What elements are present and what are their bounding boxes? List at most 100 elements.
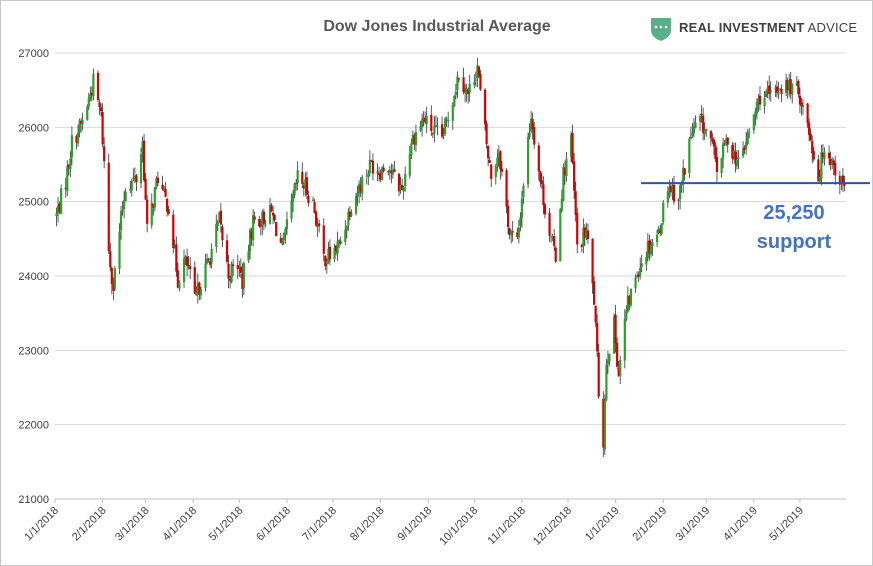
candle-body xyxy=(259,224,262,227)
candle-body xyxy=(769,90,772,93)
candle-body xyxy=(420,119,424,128)
candle-body xyxy=(107,162,110,251)
candle-body xyxy=(368,160,371,174)
candle-body xyxy=(315,211,318,226)
candle-body xyxy=(199,289,203,296)
candle-body xyxy=(655,234,659,243)
candle-body xyxy=(574,191,577,215)
candle-body xyxy=(511,231,514,233)
candle-body xyxy=(370,160,373,162)
candle-body xyxy=(462,77,465,93)
candle-body xyxy=(705,129,708,131)
candle-body xyxy=(806,103,809,124)
candle-body xyxy=(743,147,746,150)
candle-body xyxy=(457,78,461,80)
candle-body xyxy=(548,212,551,236)
candle-body xyxy=(205,258,209,264)
candle-body xyxy=(261,211,264,225)
candle-body xyxy=(60,188,63,214)
candle-body xyxy=(307,195,310,203)
candle-body xyxy=(801,104,805,108)
x-tick-label: 7/1/2018 xyxy=(300,505,339,544)
candle-body xyxy=(602,398,605,448)
brand-name-light: ADVICE xyxy=(805,20,858,35)
candle-body xyxy=(554,247,557,262)
candle-body xyxy=(175,244,178,272)
candle-body xyxy=(840,176,843,183)
candle-body xyxy=(506,205,510,228)
candle-body xyxy=(662,202,665,223)
candle-body xyxy=(616,342,619,367)
candle-body xyxy=(204,263,207,288)
candle-body xyxy=(182,258,186,283)
candle-body xyxy=(711,138,714,142)
candle-body xyxy=(422,117,425,121)
candle-body xyxy=(281,241,284,245)
candle-body xyxy=(828,152,831,159)
candle-body xyxy=(490,164,493,179)
candle-body xyxy=(454,91,457,96)
candle-body xyxy=(333,247,336,260)
candle-body xyxy=(302,185,305,189)
candle-body xyxy=(402,187,405,192)
candle-body xyxy=(531,118,534,130)
candle-body xyxy=(70,135,73,158)
candle-body xyxy=(142,140,146,181)
candle-body xyxy=(765,91,768,98)
candle-body xyxy=(173,245,176,248)
candle-body xyxy=(377,173,381,176)
candle-body xyxy=(510,231,513,236)
candle-body xyxy=(227,263,230,279)
candle-body xyxy=(734,151,737,165)
candle-body xyxy=(164,188,167,197)
candle-body xyxy=(397,173,401,192)
candle-body xyxy=(293,184,296,195)
candle-body xyxy=(800,102,803,107)
candle-body xyxy=(176,270,179,288)
candle-body xyxy=(666,191,669,203)
candle-body xyxy=(336,241,339,254)
candle-body xyxy=(347,211,350,226)
candle-body xyxy=(327,248,330,262)
candle-body xyxy=(324,255,327,267)
candle-body xyxy=(262,211,265,224)
candle-body xyxy=(573,161,576,191)
candle-body xyxy=(811,140,814,154)
candle-body xyxy=(247,251,250,261)
support-annotation-value: 25,250 xyxy=(763,202,824,224)
candle-body xyxy=(585,229,588,238)
candle-body xyxy=(831,160,834,165)
x-tick-label: 5/1/2019 xyxy=(767,505,806,544)
candle-body xyxy=(381,167,384,181)
candle-body xyxy=(798,95,802,105)
candle-body xyxy=(628,295,631,305)
candle-body xyxy=(284,228,287,235)
candle-body xyxy=(758,95,762,105)
brand-logo: REAL INVESTMENT ADVICE xyxy=(651,18,857,41)
candle-body xyxy=(252,214,255,241)
candle-body xyxy=(774,88,777,90)
candle-body xyxy=(737,157,740,159)
candle-body xyxy=(786,79,789,91)
candle-body xyxy=(150,202,153,226)
candle-body xyxy=(623,318,626,361)
candle-body xyxy=(295,183,298,185)
candle-body xyxy=(311,199,315,202)
candle-body xyxy=(626,295,629,312)
candle-body xyxy=(216,221,219,226)
y-axis-tick-labels: 21000 22000 23000 24000 25000 26000 27000 xyxy=(18,48,49,506)
candle-body xyxy=(700,113,703,115)
candle-body xyxy=(139,154,143,184)
candle-body xyxy=(519,217,522,226)
candle-body xyxy=(483,89,487,125)
candle-body xyxy=(239,266,242,273)
candle-body xyxy=(344,229,347,243)
candle-body xyxy=(576,212,579,245)
candle-body xyxy=(559,208,562,262)
candle-body xyxy=(603,399,606,450)
candle-body xyxy=(376,171,379,173)
candle-body xyxy=(679,185,682,200)
candle-body xyxy=(476,65,479,79)
candle-body xyxy=(580,244,583,247)
